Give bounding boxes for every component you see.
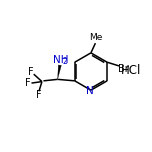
Text: F: F (28, 67, 34, 77)
Polygon shape (58, 65, 61, 79)
Text: F: F (25, 78, 31, 88)
Text: NH: NH (53, 55, 68, 65)
Text: 2: 2 (63, 57, 67, 66)
Text: Me: Me (89, 33, 102, 42)
Text: N: N (86, 86, 93, 96)
Text: HCl: HCl (121, 64, 141, 76)
Text: F: F (36, 90, 42, 100)
Text: Br: Br (118, 64, 129, 74)
